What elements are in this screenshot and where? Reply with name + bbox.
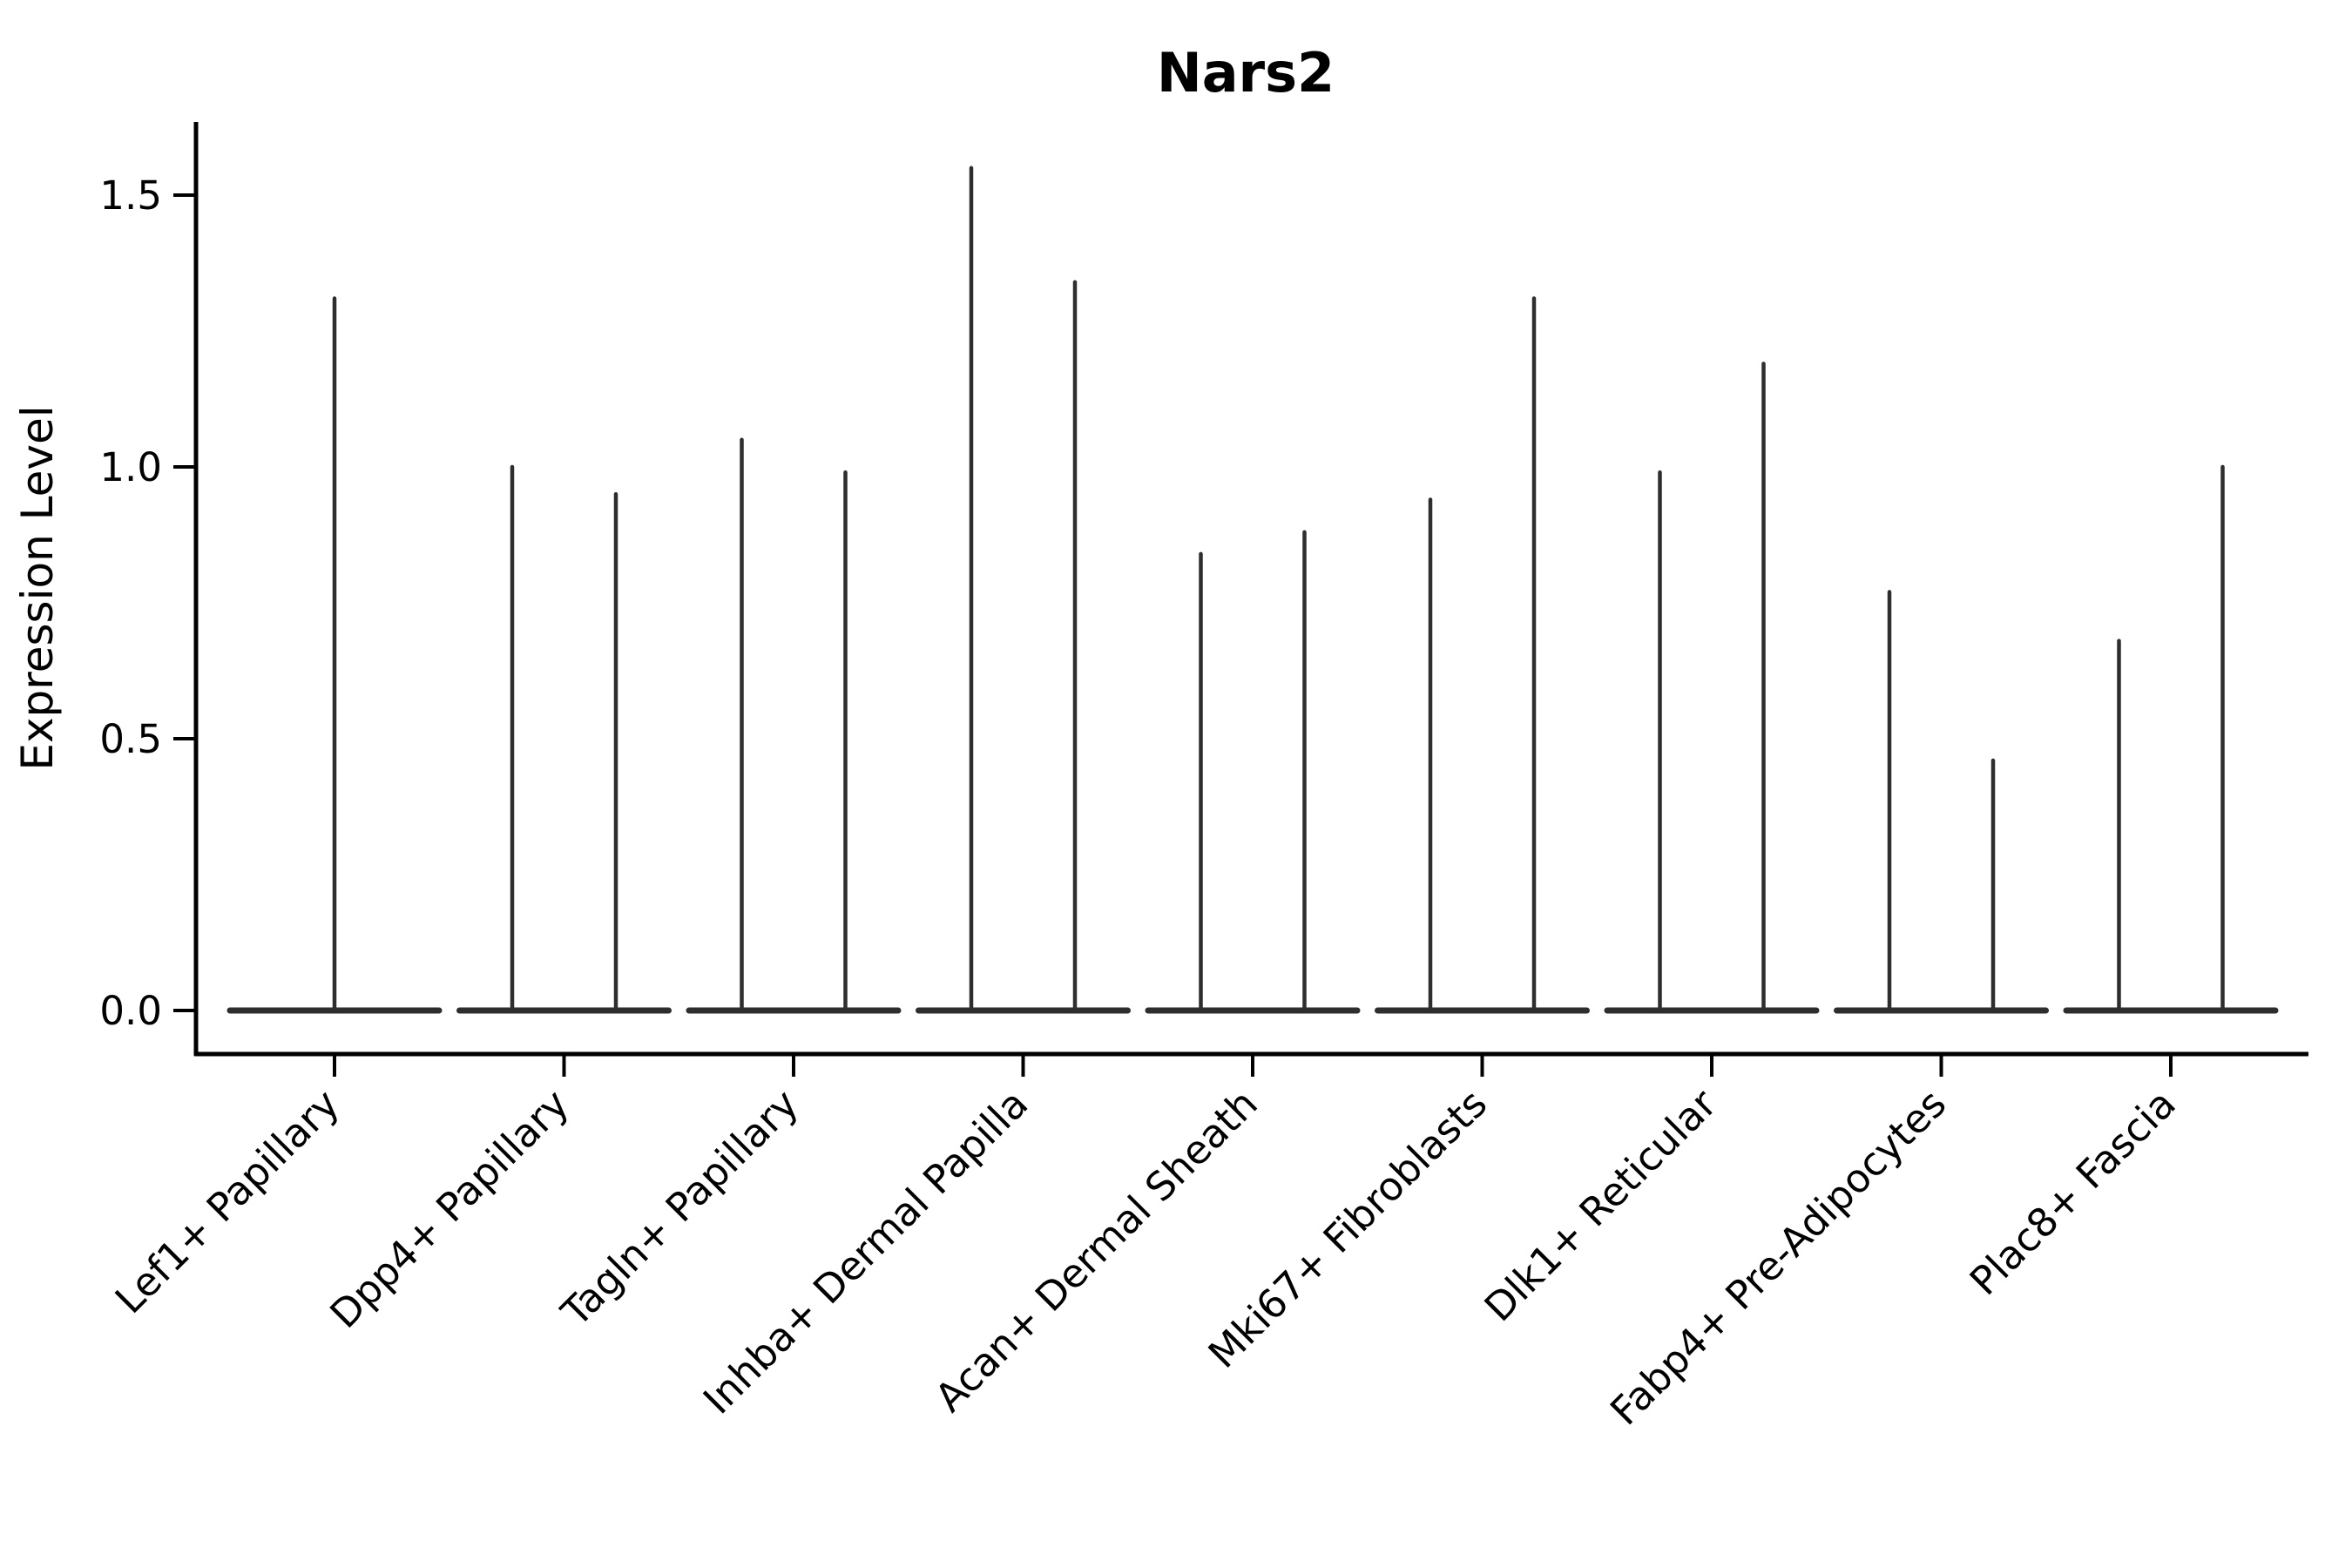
violin-9 — [2063, 464, 2279, 1014]
y-tick-label: 0.5 — [99, 716, 162, 762]
x-tick-label: Dpp4+ Papillary — [321, 1080, 578, 1337]
x-tick-label: Lef1+ Papillary — [106, 1080, 348, 1322]
y-axis-label: Expression Level — [12, 405, 63, 770]
violin-6 — [1375, 296, 1590, 1014]
violin-2 — [456, 464, 672, 1014]
y-axis-ticks: 0.0 0.5 1.0 1.5 — [99, 172, 196, 1034]
violin-3 — [686, 437, 902, 1014]
violin-7 — [1604, 362, 1820, 1014]
violin-5 — [1145, 530, 1361, 1014]
y-tick-label: 0.0 — [99, 988, 162, 1034]
y-tick-label: 1.0 — [99, 444, 162, 490]
violins — [226, 166, 2279, 1014]
x-tick-label: Tagln+ Papillary — [552, 1080, 808, 1335]
y-tick-label: 1.5 — [99, 172, 162, 219]
violin-1 — [226, 296, 443, 1014]
violin-8 — [1834, 590, 2049, 1014]
x-tick-label: Plac8+ Fascia — [1961, 1080, 2185, 1304]
x-tick-label: Dlk1+ Reticular — [1476, 1080, 1726, 1330]
chart-title: Nars2 — [1157, 41, 1335, 105]
violin-4 — [916, 166, 1131, 1014]
